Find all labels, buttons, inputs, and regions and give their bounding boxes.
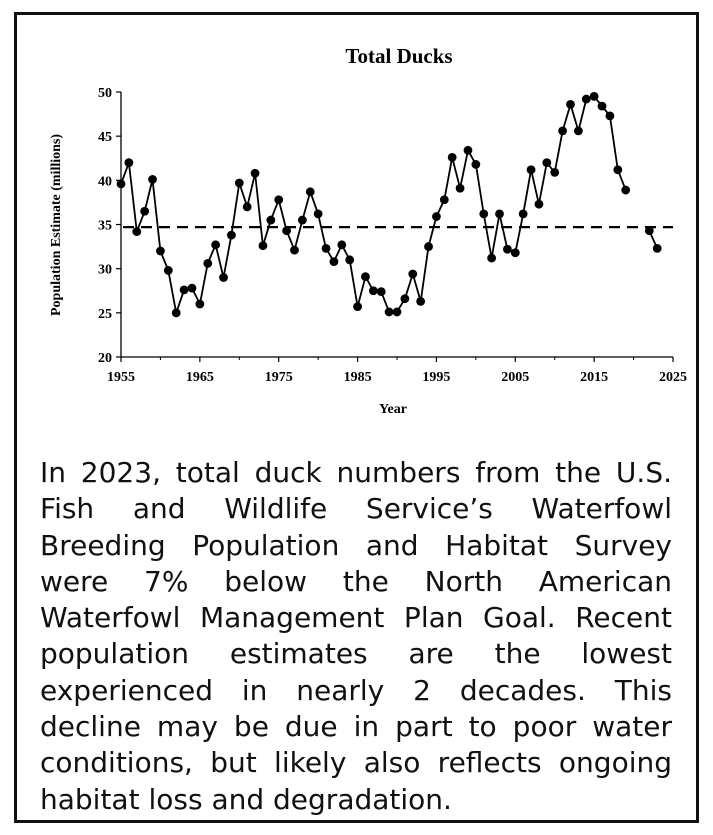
series-line	[120, 95, 627, 317]
data-point	[392, 307, 402, 317]
data-point	[242, 202, 252, 212]
data-point	[416, 296, 426, 306]
y-tick-label: 40	[98, 174, 112, 189]
data-point	[171, 308, 181, 318]
data-point	[558, 126, 567, 136]
content-frame	[14, 12, 699, 823]
data-point	[566, 99, 575, 109]
data-point	[227, 230, 236, 240]
data-point	[282, 226, 291, 236]
chart-title: Total Ducks	[345, 44, 452, 68]
y-tick-label: 35	[98, 219, 112, 234]
data-point	[297, 215, 307, 225]
y-tick-label: 45	[98, 130, 112, 145]
x-tick-label: 2015	[580, 370, 608, 385]
data-point	[573, 126, 583, 136]
data-point	[581, 94, 591, 104]
data-point	[447, 152, 457, 162]
x-axis-label: Year	[379, 402, 407, 417]
caption-text: In 2023, total duck numbers from the U.S…	[40, 456, 672, 816]
data-point	[219, 273, 228, 282]
data-point	[187, 283, 197, 293]
data-point	[613, 165, 623, 175]
data-point	[652, 243, 662, 253]
y-tick-label: 50	[98, 86, 112, 101]
data-point	[534, 199, 544, 209]
y-axis-label: Population Estimate (millions)	[49, 134, 64, 316]
data-point	[542, 158, 552, 168]
x-tick-label: 1975	[265, 370, 293, 385]
data-point	[510, 248, 520, 258]
data-point	[487, 253, 497, 263]
data-point	[345, 255, 355, 265]
data-point	[321, 243, 331, 253]
data-point	[313, 209, 323, 219]
data-point	[384, 307, 394, 317]
data-point	[361, 272, 370, 282]
data-point	[463, 145, 473, 155]
x-tick-label: 1985	[344, 370, 372, 385]
data-point	[163, 266, 173, 275]
data-point	[203, 258, 213, 268]
data-point	[597, 101, 607, 111]
data-point	[503, 244, 512, 254]
data-point	[274, 195, 284, 205]
series-total-ducks	[116, 92, 662, 318]
data-point	[211, 240, 221, 250]
data-point	[376, 287, 386, 297]
data-point	[621, 185, 631, 195]
x-tick-label: 2005	[501, 370, 529, 385]
data-point	[234, 178, 244, 188]
x-tick-label: 1965	[186, 370, 214, 385]
data-point	[140, 206, 150, 216]
data-point	[518, 209, 528, 219]
data-point	[156, 246, 165, 256]
y-tick-label: 30	[98, 263, 112, 278]
data-point	[290, 245, 299, 255]
x-tick-label: 1955	[107, 370, 135, 385]
data-point	[337, 240, 347, 250]
data-point	[479, 209, 489, 219]
data-point	[432, 212, 441, 221]
data-point	[589, 92, 599, 101]
data-point	[424, 242, 433, 251]
y-tick-label: 25	[98, 307, 112, 322]
y-tick-label: 20	[98, 351, 112, 366]
data-point	[408, 269, 418, 279]
data-point	[195, 299, 205, 309]
data-point	[495, 209, 504, 219]
data-point	[605, 111, 615, 121]
data-point	[644, 226, 654, 236]
data-point	[148, 175, 157, 184]
data-point	[266, 215, 276, 225]
data-point	[258, 241, 268, 251]
data-point	[116, 179, 126, 189]
x-tick-label: 2025	[659, 370, 687, 385]
data-point	[368, 286, 378, 296]
data-point	[250, 168, 260, 178]
data-point	[439, 195, 449, 205]
data-point	[132, 227, 142, 236]
data-point	[305, 187, 315, 197]
total-ducks-chart: Total Ducks Population Estimate (million…	[49, 44, 687, 417]
data-point	[526, 165, 536, 175]
data-point	[455, 183, 465, 193]
data-point	[353, 302, 362, 312]
data-point	[329, 257, 339, 266]
data-point	[471, 160, 481, 169]
data-point	[400, 294, 410, 304]
data-point	[550, 167, 560, 177]
data-point	[124, 158, 134, 168]
data-point	[179, 285, 189, 295]
x-tick-label: 1995	[422, 370, 450, 385]
